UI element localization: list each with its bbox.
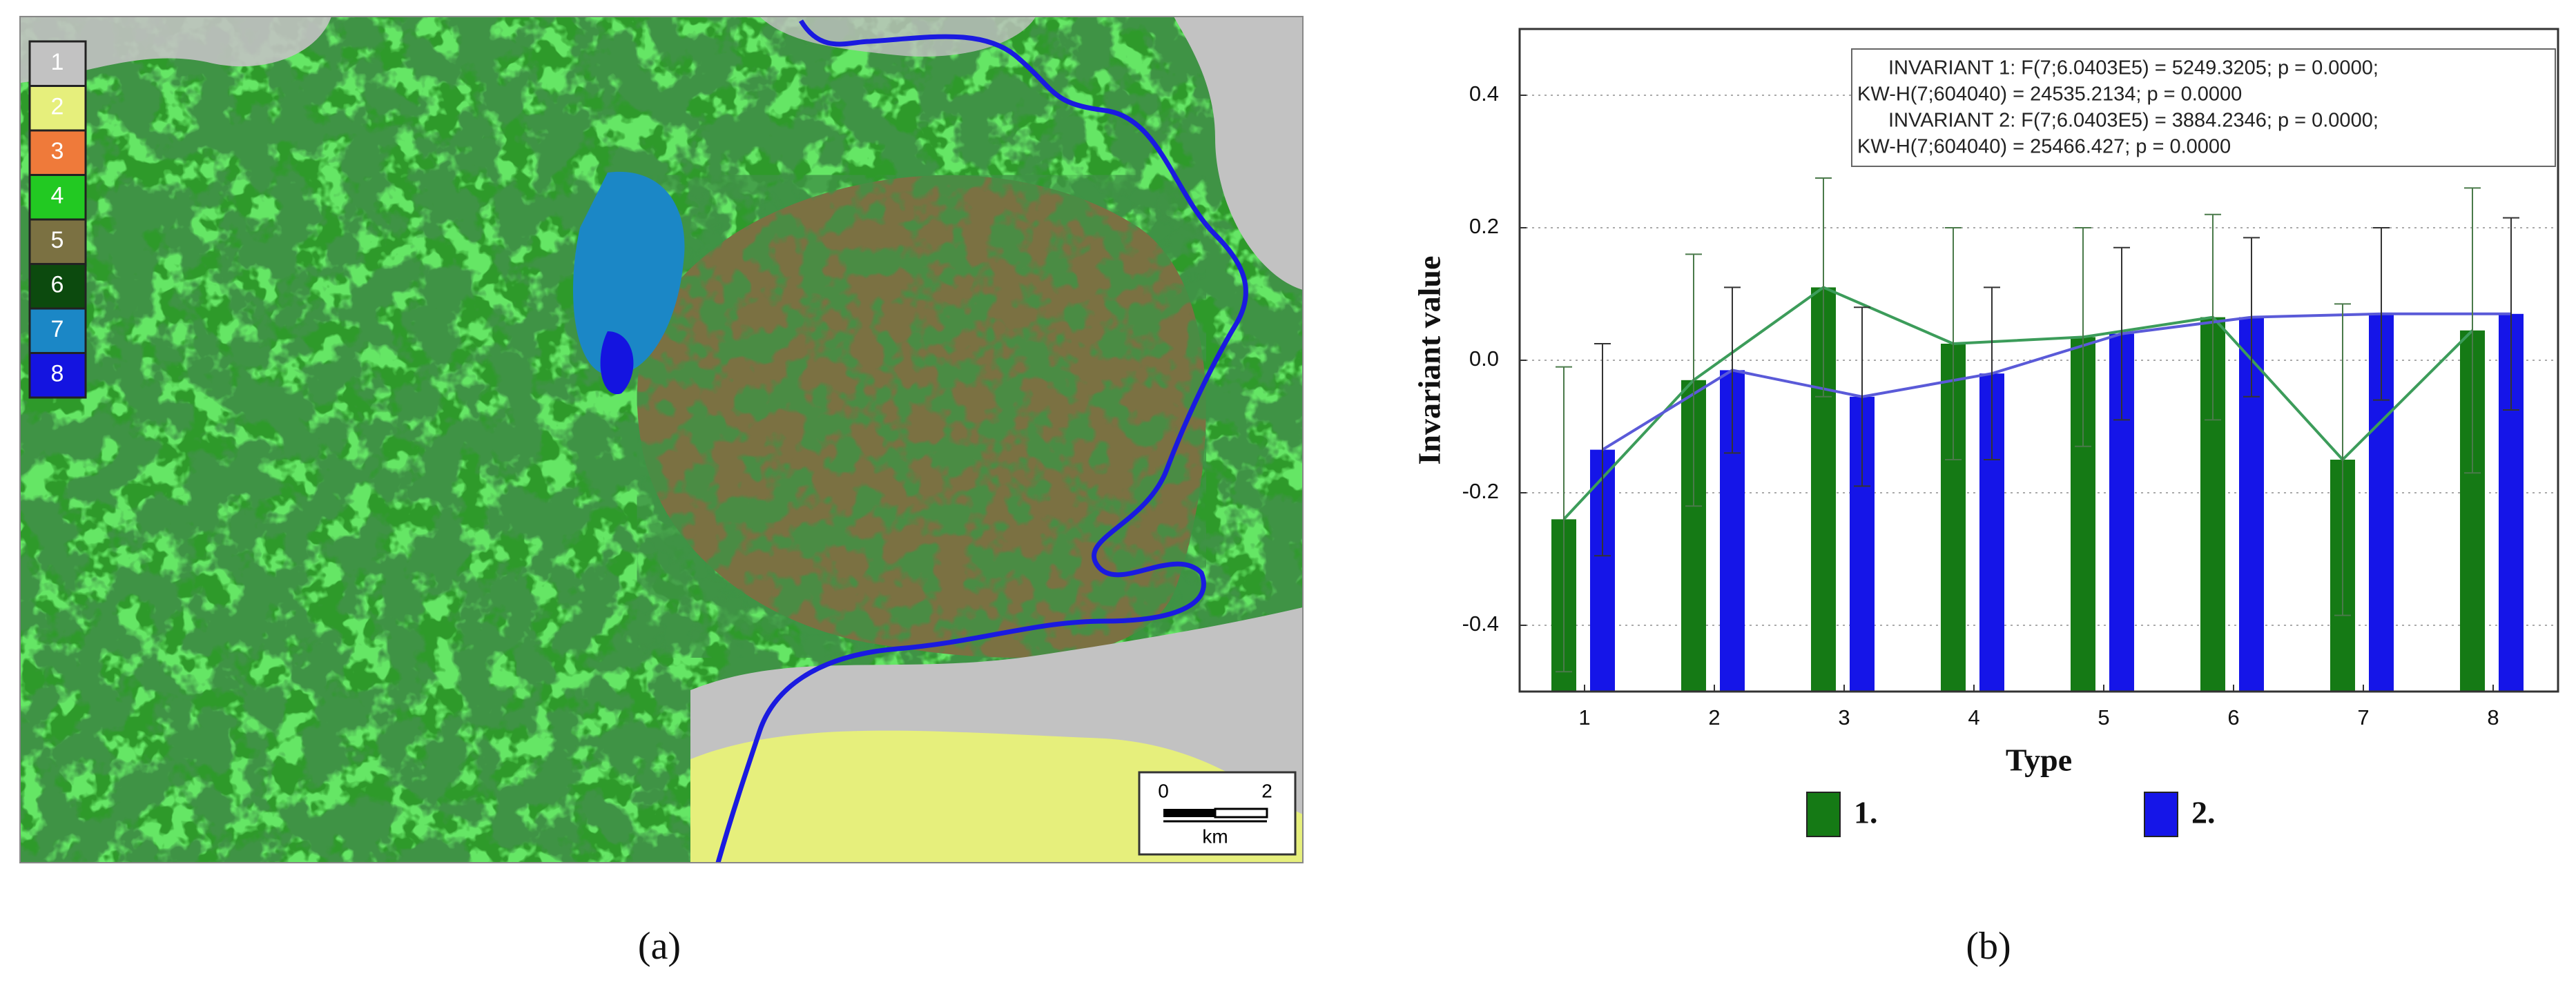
legend-label: 4 [51, 183, 64, 209]
x-tick-label: 7 [2357, 705, 2369, 729]
legend-label: 2. [2191, 795, 2216, 830]
legend-label: 1. [1854, 795, 1878, 830]
legend-label: 8 [51, 361, 64, 387]
scale-start: 0 [1158, 780, 1169, 801]
legend-swatch [28, 174, 87, 221]
legend-label: 7 [51, 316, 64, 342]
scale-end: 2 [1261, 780, 1272, 801]
legend-label: 1 [51, 49, 64, 75]
x-tick-label: 5 [2098, 705, 2109, 729]
x-tick-label: 1 [1578, 705, 1590, 729]
caption-a: (a) [638, 925, 681, 968]
legend-label: 2 [51, 94, 64, 120]
annotation-box [1851, 48, 2556, 167]
y-tick-label: 0.2 [1469, 214, 1499, 238]
caption-b: (b) [1966, 925, 2011, 968]
y-tick-label: 0.0 [1469, 346, 1499, 371]
legend-swatch [28, 85, 87, 132]
x-tick-label: 4 [1968, 705, 1979, 729]
legend-swatch [28, 352, 87, 399]
legend-swatch [1806, 792, 1841, 837]
y-tick-label: -0.2 [1462, 479, 1499, 503]
legend-label: 6 [51, 272, 64, 298]
y-tick-label: -0.4 [1462, 611, 1499, 636]
annotation: INVARIANT 2: F(7;6.0403E5) = 3884.2346; … [1888, 110, 2379, 132]
series-line [1562, 286, 2474, 520]
x-tick-label: 6 [2227, 705, 2239, 729]
plot-frame [1518, 28, 2559, 693]
annotation: KW-H(7;604040) = 24535.2134; p = 0.0000 [1857, 84, 2242, 106]
series-line [1601, 312, 2511, 451]
map-image [20, 17, 1303, 863]
y-tick-label: 0.4 [1469, 81, 1499, 106]
map-legend: 1 2 3 4 5 6 7 8 [28, 40, 87, 399]
legend-label: 3 [51, 138, 64, 164]
legend-swatch [28, 40, 87, 87]
legend-swatch [28, 307, 87, 354]
x-tick-label: 8 [2487, 705, 2499, 729]
legend-label: 5 [51, 227, 64, 253]
annotation: INVARIANT 1: F(7;6.0403E5) = 5249.3205; … [1888, 57, 2379, 79]
scale-bar: 0 2 km [1138, 771, 1297, 856]
x-axis-title: Type [2006, 743, 2072, 778]
legend-swatch [28, 263, 87, 310]
x-tick-label: 2 [1708, 705, 1720, 729]
x-tick-label: 3 [1838, 705, 1850, 729]
legend-swatch [28, 218, 87, 265]
annotation: KW-H(7;604040) = 25466.427; p = 0.0000 [1857, 136, 2231, 158]
legend-swatch [2144, 792, 2178, 837]
map-frame [19, 16, 1304, 863]
y-axis-title: Invariant value [1412, 256, 1447, 465]
scale-unit: km [1202, 825, 1228, 847]
